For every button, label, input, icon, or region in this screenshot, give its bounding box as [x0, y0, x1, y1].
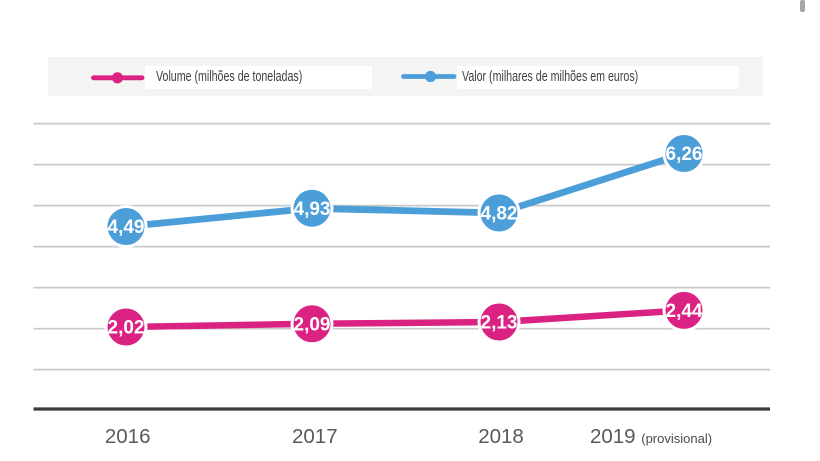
svg-text:2,09: 2,09 — [294, 314, 331, 335]
svg-text:4,93: 4,93 — [294, 199, 331, 220]
svg-text:4,49: 4,49 — [108, 217, 145, 238]
svg-text:4,82: 4,82 — [481, 204, 518, 225]
svg-text:6,26: 6,26 — [666, 144, 703, 165]
svg-text:2,13: 2,13 — [481, 313, 518, 334]
svg-text:2,02: 2,02 — [108, 318, 145, 339]
svg-text:2,44: 2,44 — [666, 301, 703, 322]
